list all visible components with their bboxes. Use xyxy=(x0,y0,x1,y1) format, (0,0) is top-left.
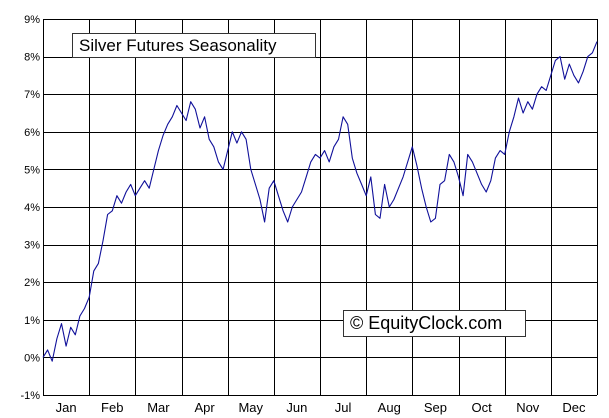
y-tick-label: 2% xyxy=(24,277,40,289)
y-axis-ticks: -1% 0% 1% 2% 3% 4% 5% 6% 7% 8% 9% xyxy=(20,14,40,402)
y-tick-label: 1% xyxy=(24,315,40,327)
x-tick-label: May xyxy=(238,400,263,415)
watermark-label: © EquityClock.com xyxy=(343,310,526,337)
chart-title: Silver Futures Seasonality xyxy=(72,33,316,58)
y-tick-label: 5% xyxy=(24,164,40,176)
y-tick-label: 3% xyxy=(24,240,40,252)
x-axis-months: Jan Feb Mar Apr May Jun Jul Aug Sep Oct Nov Dec xyxy=(56,400,586,415)
x-tick-label: Nov xyxy=(516,400,540,415)
x-tick-label: Sep xyxy=(424,400,447,415)
x-tick-label: Oct xyxy=(471,400,492,415)
x-tick-label: Aug xyxy=(378,400,401,415)
y-tick-label: 6% xyxy=(24,127,40,139)
x-tick-label: Jan xyxy=(56,400,77,415)
series-layer xyxy=(42,41,598,362)
y-tick-label: 7% xyxy=(24,89,40,101)
x-tick-label: Mar xyxy=(147,400,170,415)
y-tick-label: -1% xyxy=(20,390,40,402)
x-tick-label: Apr xyxy=(194,400,215,415)
y-tick-label: 8% xyxy=(24,52,40,64)
y-tick-label: 4% xyxy=(24,202,40,214)
x-tick-label: Feb xyxy=(101,400,123,415)
x-tick-label: Dec xyxy=(562,400,586,415)
x-tick-label: Jun xyxy=(286,400,307,415)
y-tick-label: 0% xyxy=(24,352,40,364)
seasonality-line xyxy=(42,41,598,362)
grid-layer xyxy=(43,19,598,396)
y-tick-label: 9% xyxy=(24,14,40,26)
x-tick-label: Jul xyxy=(335,400,352,415)
